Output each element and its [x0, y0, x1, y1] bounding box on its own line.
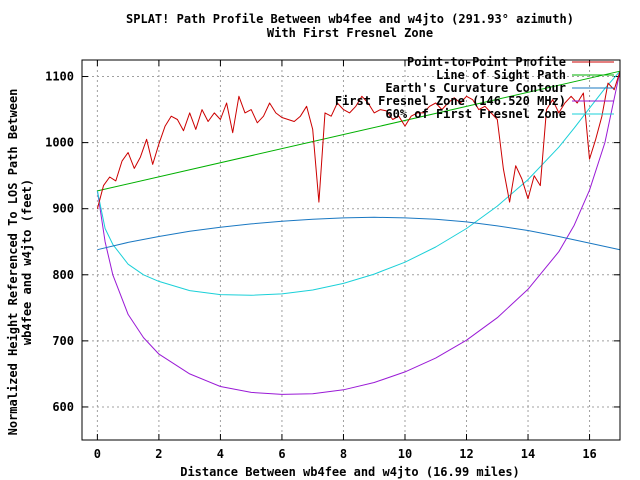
- series-line-fresnel: [96, 71, 621, 395]
- x-tick-label: 10: [398, 447, 412, 461]
- y-tick-label: 600: [52, 400, 74, 414]
- series-line-curvature: [97, 216, 621, 251]
- legend-label-fresnel60: 60% of First Fresnel Zone: [385, 107, 566, 121]
- x-tick-label: 12: [459, 447, 473, 461]
- x-tick-label: 6: [278, 447, 285, 461]
- x-tick-label: 16: [582, 447, 596, 461]
- x-tick-label: 0: [94, 447, 101, 461]
- chart-title: SPLAT! Path Profile Between wb4fee and w…: [126, 12, 574, 26]
- y-axis-label-line2: wb4fee and w4jto (feet): [20, 179, 34, 345]
- chart-subtitle: With First Fresnel Zone: [267, 26, 433, 40]
- y-tick-label: 900: [52, 202, 74, 216]
- series-line-los: [97, 70, 621, 192]
- grid-lines: [82, 60, 620, 440]
- plot-area: [96, 70, 621, 395]
- legend-label-profile: Point-to-Point Profile: [407, 55, 566, 69]
- x-tick-label: 2: [155, 447, 162, 461]
- y-axis-label-line1: Normalized Height Referenced To LOS Path…: [6, 89, 20, 436]
- series-line-fresnel60: [96, 70, 621, 296]
- y-tick-label: 700: [52, 334, 74, 348]
- y-tick-label: 1100: [45, 70, 74, 84]
- x-axis-label: Distance Between wb4fee and w4jto (16.99…: [180, 465, 520, 479]
- x-tick-label: 4: [217, 447, 224, 461]
- x-tick-label: 14: [521, 447, 535, 461]
- series-line-profile: [96, 71, 621, 209]
- axes-ticks: 0 2 4 6 8 10 12 14 16 600 700 800 900 1000 1100: [45, 60, 620, 461]
- legend-label-los: Line of Sight Path: [436, 68, 566, 82]
- plot-frame: [81, 59, 621, 441]
- y-tick-label: 800: [52, 268, 74, 282]
- legend-label-curvature: Earth's Curvature Contour: [385, 81, 566, 95]
- y-tick-label: 1000: [45, 136, 74, 150]
- legend-label-fresnel: First Fresnel Zone (146.520 MHz): [335, 94, 566, 108]
- x-tick-label: 8: [340, 447, 347, 461]
